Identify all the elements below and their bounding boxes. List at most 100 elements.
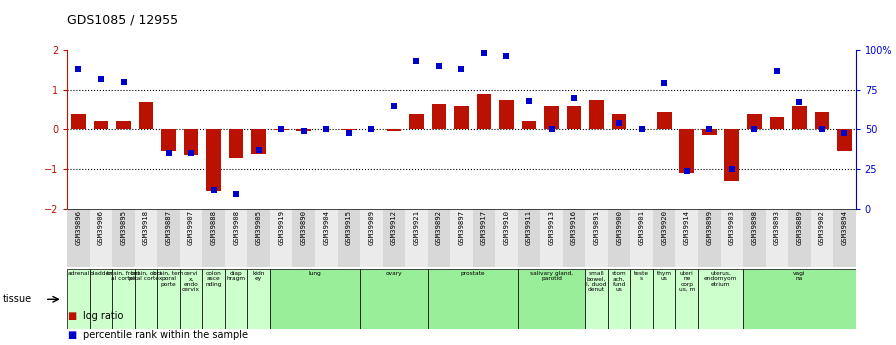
Text: stom
ach,
fund
us: stom ach, fund us	[612, 271, 626, 292]
Bar	[653, 209, 676, 267]
FancyBboxPatch shape	[427, 269, 518, 329]
FancyBboxPatch shape	[67, 269, 90, 329]
Text: GSM39888: GSM39888	[211, 210, 217, 246]
Text: GSM39920: GSM39920	[661, 210, 668, 246]
Point	[139, 38, 153, 43]
Point	[252, 147, 266, 153]
Bar	[180, 209, 202, 267]
Bar	[657, 111, 671, 129]
Bar	[432, 104, 446, 129]
Bar	[274, 129, 289, 130]
Text: log ratio: log ratio	[83, 311, 124, 321]
Point	[792, 100, 806, 105]
Text: GSM39890: GSM39890	[301, 210, 306, 246]
Text: thym
us: thym us	[657, 271, 672, 281]
FancyBboxPatch shape	[112, 269, 134, 329]
Text: GSM39912: GSM39912	[391, 210, 397, 246]
Text: GSM39914: GSM39914	[684, 210, 690, 246]
Bar	[814, 111, 829, 129]
Point	[545, 127, 559, 132]
Point	[94, 76, 108, 81]
Text: GSM39899: GSM39899	[706, 210, 712, 246]
Bar	[139, 102, 153, 129]
Bar	[427, 209, 450, 267]
Bar	[206, 129, 221, 191]
FancyBboxPatch shape	[270, 269, 360, 329]
Bar	[563, 209, 585, 267]
Bar	[338, 209, 360, 267]
Bar	[833, 209, 856, 267]
FancyBboxPatch shape	[134, 269, 158, 329]
Point	[387, 103, 401, 108]
Point	[612, 120, 626, 126]
Point	[206, 187, 220, 193]
Text: GSM39906: GSM39906	[98, 210, 104, 246]
Text: adrenal: adrenal	[67, 271, 90, 276]
Point	[409, 58, 424, 64]
Text: vagi
na: vagi na	[793, 271, 806, 281]
Text: GSM39895: GSM39895	[121, 210, 126, 246]
FancyBboxPatch shape	[676, 269, 698, 329]
Bar	[698, 209, 720, 267]
Point	[297, 128, 311, 134]
Text: ■: ■	[67, 311, 76, 321]
Point	[590, 44, 604, 50]
Bar	[94, 121, 108, 129]
Bar	[112, 209, 134, 267]
Bar	[612, 114, 626, 129]
Text: prostate: prostate	[461, 271, 485, 276]
Point	[161, 150, 176, 156]
Bar	[158, 209, 180, 267]
Text: ■: ■	[67, 330, 76, 340]
Text: GSM39908: GSM39908	[233, 210, 239, 246]
Bar	[540, 209, 563, 267]
Bar	[499, 100, 513, 129]
Bar	[90, 209, 112, 267]
Text: GSM39910: GSM39910	[504, 210, 510, 246]
Point	[657, 81, 671, 86]
Bar	[544, 106, 559, 129]
Text: teste
s: teste s	[634, 271, 650, 281]
Bar	[473, 209, 495, 267]
Point	[72, 66, 86, 72]
Bar	[341, 129, 356, 130]
Bar	[228, 129, 244, 158]
Text: GSM39903: GSM39903	[728, 210, 735, 246]
Bar	[67, 209, 90, 267]
Text: uterus,
endomyom
etrium: uterus, endomyom etrium	[704, 271, 737, 287]
Bar	[383, 209, 405, 267]
Bar	[360, 209, 383, 267]
Point	[725, 166, 739, 172]
Text: GSM39915: GSM39915	[346, 210, 352, 246]
Bar	[409, 114, 424, 129]
Point	[521, 98, 536, 104]
Point	[229, 192, 244, 197]
FancyBboxPatch shape	[518, 269, 585, 329]
FancyBboxPatch shape	[158, 269, 180, 329]
Text: GSM39897: GSM39897	[459, 210, 464, 246]
Bar	[631, 209, 653, 267]
Bar	[225, 209, 247, 267]
FancyBboxPatch shape	[202, 269, 225, 329]
Text: GSM39898: GSM39898	[752, 210, 757, 246]
Bar	[788, 209, 811, 267]
Point	[364, 127, 378, 132]
Bar	[450, 209, 473, 267]
Bar	[247, 209, 270, 267]
Point	[477, 50, 491, 56]
Text: GSM39913: GSM39913	[548, 210, 555, 246]
FancyBboxPatch shape	[90, 269, 112, 329]
FancyBboxPatch shape	[653, 269, 676, 329]
Text: colon
asce
nding: colon asce nding	[205, 271, 222, 287]
Point	[116, 79, 131, 85]
Bar	[607, 209, 631, 267]
Bar	[71, 114, 86, 129]
Text: GSM39889: GSM39889	[797, 210, 802, 246]
Text: cervi
x,
endo
cervix: cervi x, endo cervix	[182, 271, 200, 292]
Bar	[477, 94, 491, 129]
Bar	[386, 129, 401, 131]
FancyBboxPatch shape	[585, 269, 607, 329]
FancyBboxPatch shape	[631, 269, 653, 329]
Point	[634, 127, 649, 132]
Text: salivary gland,
parotid: salivary gland, parotid	[530, 271, 573, 281]
